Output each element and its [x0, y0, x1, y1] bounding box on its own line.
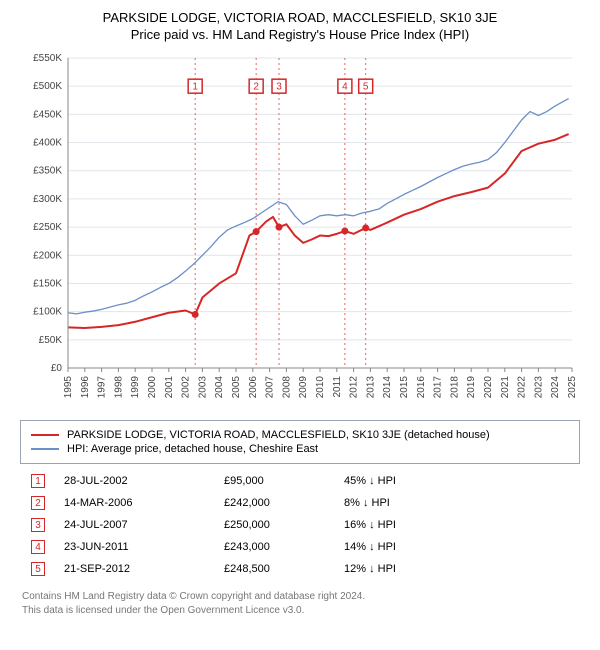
- sale-marker-icon: 5: [31, 562, 45, 576]
- svg-text:1: 1: [192, 82, 198, 93]
- svg-text:1999: 1999: [130, 376, 141, 399]
- svg-text:£100K: £100K: [33, 307, 62, 318]
- svg-text:2014: 2014: [382, 376, 393, 399]
- svg-text:2000: 2000: [147, 376, 158, 399]
- sale-date: 23-JUN-2011: [56, 536, 216, 558]
- svg-text:£300K: £300K: [33, 194, 62, 205]
- sale-date: 21-SEP-2012: [56, 558, 216, 580]
- svg-text:2: 2: [253, 82, 259, 93]
- svg-text:2019: 2019: [466, 376, 477, 399]
- footer-line-2: This data is licensed under the Open Gov…: [22, 604, 578, 618]
- legend-label: PARKSIDE LODGE, VICTORIA ROAD, MACCLESFI…: [67, 429, 490, 441]
- svg-text:2013: 2013: [365, 376, 376, 399]
- svg-text:2003: 2003: [197, 376, 208, 399]
- svg-text:2025: 2025: [567, 376, 578, 399]
- legend-item: HPI: Average price, detached house, Ches…: [31, 443, 569, 455]
- sale-marker-cell: 2: [20, 492, 56, 514]
- sale-marker-cell: 3: [20, 514, 56, 536]
- svg-text:2004: 2004: [214, 376, 225, 399]
- footer-line-1: Contains HM Land Registry data © Crown c…: [22, 590, 578, 604]
- svg-text:2022: 2022: [517, 376, 528, 399]
- svg-text:£150K: £150K: [33, 278, 62, 289]
- sale-marker-cell: 5: [20, 558, 56, 580]
- legend-box: PARKSIDE LODGE, VICTORIA ROAD, MACCLESFI…: [20, 420, 580, 464]
- table-row: 1 28-JUL-2002£95,00045% ↓ HPI: [20, 470, 580, 492]
- table-row: 5 21-SEP-2012£248,50012% ↓ HPI: [20, 558, 580, 580]
- svg-text:£350K: £350K: [33, 166, 62, 177]
- svg-text:2024: 2024: [550, 376, 561, 399]
- svg-text:£500K: £500K: [33, 81, 62, 92]
- svg-text:2016: 2016: [416, 376, 427, 399]
- svg-text:4: 4: [342, 82, 348, 93]
- svg-text:2008: 2008: [281, 376, 292, 399]
- sale-price: £242,000: [216, 492, 336, 514]
- svg-text:1995: 1995: [63, 376, 74, 399]
- sale-marker-icon: 4: [31, 540, 45, 554]
- svg-text:2009: 2009: [298, 376, 309, 399]
- svg-text:£0: £0: [51, 363, 63, 374]
- chart-title: PARKSIDE LODGE, VICTORIA ROAD, MACCLESFI…: [8, 10, 592, 25]
- footer-attribution: Contains HM Land Registry data © Crown c…: [8, 590, 592, 624]
- sale-diff: 16% ↓ HPI: [336, 514, 580, 536]
- chart-svg: £0 £50K £100K £150K £200K £250K £300K £350K £400…: [20, 50, 580, 410]
- svg-text:2012: 2012: [349, 376, 360, 399]
- svg-text:£400K: £400K: [33, 138, 62, 149]
- sale-date: 14-MAR-2006: [56, 492, 216, 514]
- svg-text:£550K: £550K: [33, 53, 62, 64]
- sale-marker-icon: 3: [31, 518, 45, 532]
- svg-text:5: 5: [363, 82, 369, 93]
- sale-diff: 14% ↓ HPI: [336, 536, 580, 558]
- sale-marker-icon: 1: [31, 474, 45, 488]
- chart-area: £0 £50K £100K £150K £200K £250K £300K £350K £400…: [20, 50, 580, 410]
- svg-text:2006: 2006: [248, 376, 259, 399]
- svg-text:2005: 2005: [231, 376, 242, 399]
- legend-item: PARKSIDE LODGE, VICTORIA ROAD, MACCLESFI…: [31, 429, 569, 441]
- figure-container: PARKSIDE LODGE, VICTORIA ROAD, MACCLESFI…: [8, 10, 592, 624]
- table-row: 4 23-JUN-2011£243,00014% ↓ HPI: [20, 536, 580, 558]
- svg-text:2001: 2001: [164, 376, 175, 399]
- sale-marker-cell: 4: [20, 536, 56, 558]
- table-row: 3 24-JUL-2007£250,00016% ↓ HPI: [20, 514, 580, 536]
- svg-text:2002: 2002: [181, 376, 192, 399]
- svg-text:2023: 2023: [533, 376, 544, 399]
- svg-text:1998: 1998: [113, 376, 124, 399]
- sales-table: 1 28-JUL-2002£95,00045% ↓ HPI 2 14-MAR-2006…: [20, 470, 580, 580]
- sale-diff: 8% ↓ HPI: [336, 492, 580, 514]
- sale-price: £248,500: [216, 558, 336, 580]
- svg-text:2017: 2017: [433, 376, 444, 399]
- svg-text:1996: 1996: [80, 376, 91, 399]
- svg-text:1997: 1997: [97, 376, 108, 399]
- sale-price: £95,000: [216, 470, 336, 492]
- svg-text:£200K: £200K: [33, 250, 62, 261]
- svg-text:2010: 2010: [315, 376, 326, 399]
- sale-price: £250,000: [216, 514, 336, 536]
- sale-marker-icon: 2: [31, 496, 45, 510]
- svg-text:3: 3: [276, 82, 282, 93]
- sale-date: 28-JUL-2002: [56, 470, 216, 492]
- legend-label: HPI: Average price, detached house, Ches…: [67, 443, 318, 455]
- svg-text:2021: 2021: [500, 376, 511, 399]
- svg-text:2020: 2020: [483, 376, 494, 399]
- legend-swatch: [31, 448, 59, 449]
- svg-text:£50K: £50K: [39, 335, 63, 346]
- legend-swatch: [31, 434, 59, 436]
- svg-text:£450K: £450K: [33, 109, 62, 120]
- sale-diff: 12% ↓ HPI: [336, 558, 580, 580]
- svg-text:2007: 2007: [265, 376, 276, 399]
- sale-price: £243,000: [216, 536, 336, 558]
- table-row: 2 14-MAR-2006£242,0008% ↓ HPI: [20, 492, 580, 514]
- svg-text:£250K: £250K: [33, 222, 62, 233]
- svg-text:2015: 2015: [399, 376, 410, 399]
- chart-subtitle: Price paid vs. HM Land Registry's House …: [8, 27, 592, 42]
- svg-text:2018: 2018: [449, 376, 460, 399]
- svg-text:2011: 2011: [332, 376, 343, 398]
- sale-diff: 45% ↓ HPI: [336, 470, 580, 492]
- sale-marker-cell: 1: [20, 470, 56, 492]
- sale-date: 24-JUL-2007: [56, 514, 216, 536]
